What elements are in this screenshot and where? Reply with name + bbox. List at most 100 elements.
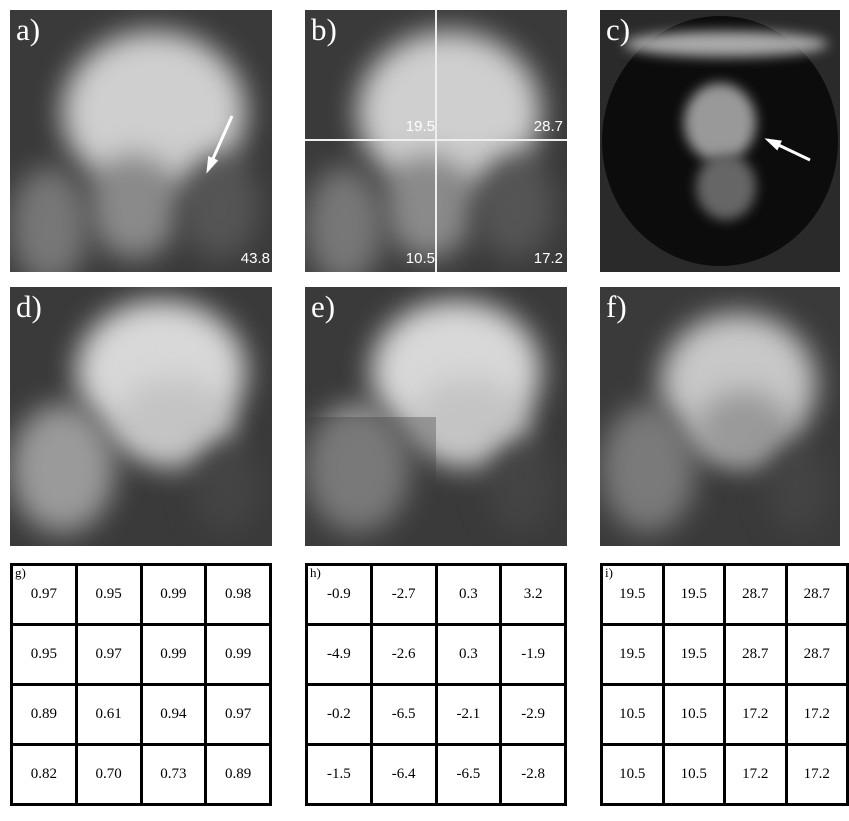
cell-value: 0.98: [225, 586, 251, 602]
cell-value: -4.9: [327, 646, 351, 662]
cell-value: -1.9: [521, 646, 545, 662]
cell-value: 0.73: [160, 766, 186, 782]
cell-value: 10.5: [681, 706, 707, 722]
image-texture: [488, 442, 554, 533]
table-cell: -6.5: [436, 745, 501, 805]
table-row: 19.519.528.728.7: [602, 625, 848, 685]
table-cell: 28.7: [786, 625, 848, 685]
cell-value: 0.97: [31, 586, 57, 602]
table-label: i): [605, 566, 613, 579]
cell-value: 28.7: [742, 586, 768, 602]
table-cell: 28.7: [786, 565, 848, 625]
overlay-value: 43.8: [220, 250, 270, 267]
panel-label: e): [311, 289, 335, 325]
image-panel: f): [600, 287, 840, 546]
table-cell: 28.7: [725, 625, 787, 685]
image-panel: a)43.8: [10, 10, 272, 272]
arrow: [10, 10, 272, 272]
table-row: 10.5 10.5 17.2 17.2: [602, 685, 848, 745]
table-cell: 0.3: [436, 625, 501, 685]
image-texture: [193, 442, 259, 533]
cell-value: 0.3: [459, 646, 478, 662]
panel-label: c): [606, 12, 630, 48]
overlay-value: 28.7: [513, 118, 563, 135]
image-texture: [768, 442, 828, 533]
table-cell: 19.5: [602, 625, 664, 685]
cell-value: 10.5: [681, 766, 707, 782]
cell-value: 0.61: [96, 706, 122, 722]
table-cell: 17.2: [725, 685, 787, 745]
cell-value: -2.1: [457, 706, 481, 722]
table-row: h)-0.9-2.70.33.2: [307, 565, 566, 625]
cell-value: -6.4: [392, 766, 416, 782]
table-body: h)-0.9-2.70.33.2-4.9-2.60.3-1.9-0.2-6.5-…: [307, 565, 566, 805]
cell-value: 28.7: [804, 586, 830, 602]
cell-value: 0.97: [225, 706, 251, 722]
table-cell: 17.2: [786, 685, 848, 745]
cell-value: -2.6: [392, 646, 416, 662]
table-cell: -1.9: [501, 625, 566, 685]
value-table: h)-0.9-2.70.33.2-4.9-2.60.3-1.9-0.2-6.5-…: [305, 563, 567, 806]
table-cell: 17.2: [786, 745, 848, 805]
table-cell: 10.5: [602, 745, 664, 805]
arrow: [600, 10, 840, 272]
cell-value: 0.99: [160, 646, 186, 662]
table-cell: 0.97: [206, 685, 271, 745]
crosshair: [435, 10, 437, 272]
cell-value: -2.8: [521, 766, 545, 782]
cell-value: -2.9: [521, 706, 545, 722]
cell-value: 0.82: [31, 766, 57, 782]
cell-value: 19.5: [681, 586, 707, 602]
figure: a)43.8b)19.528.710.517.2c)d)e)f)g)0.970.…: [0, 0, 849, 821]
table-cell: 0.99: [206, 625, 271, 685]
cell-value: 0.89: [225, 766, 251, 782]
cell-value: 0.99: [225, 646, 251, 662]
image-panel: c): [600, 10, 840, 272]
table-row: -4.9 -2.6 0.3 -1.9: [307, 625, 566, 685]
cell-value: 17.2: [742, 706, 768, 722]
cell-value: -6.5: [392, 706, 416, 722]
image-texture: [384, 154, 476, 259]
image-panel: b)19.528.710.517.2: [305, 10, 567, 272]
cell-value: 17.2: [804, 706, 830, 722]
table-row: -0.2-6.5-2.1-2.9: [307, 685, 566, 745]
table-body: g)0.970.950.990.980.950.970.990.990.890.…: [12, 565, 271, 805]
table-cell: -2.1: [436, 685, 501, 745]
image-texture: [305, 417, 436, 547]
cell-value: 0.97: [96, 646, 122, 662]
cell-value: 0.99: [160, 586, 186, 602]
crosshair: [305, 139, 567, 141]
table-cell: 0.61: [76, 685, 141, 745]
image-texture: [305, 167, 384, 272]
table-cell: 0.82: [12, 745, 77, 805]
table-cell: 0.95: [12, 625, 77, 685]
panel-label: d): [16, 289, 42, 325]
cell-value: 3.2: [524, 586, 543, 602]
cell-value: 19.5: [619, 646, 645, 662]
table-cell: 17.2: [725, 745, 787, 805]
cell-value: 17.2: [804, 766, 830, 782]
table-cell: 0.99: [141, 625, 206, 685]
table-cell: 10.5: [663, 685, 725, 745]
cell-value: 0.95: [31, 646, 57, 662]
table-cell: 0.94: [141, 685, 206, 745]
table-cell: 10.5: [602, 685, 664, 745]
table-cell: 0.73: [141, 745, 206, 805]
panel-label: f): [606, 289, 627, 325]
table-cell: 0.70: [76, 745, 141, 805]
table-cell: 19.5: [663, 625, 725, 685]
overlay-value: 17.2: [513, 250, 563, 267]
cell-value: 10.5: [619, 766, 645, 782]
table-cell: 0.98: [206, 565, 271, 625]
cell-value: -0.9: [327, 586, 351, 602]
cell-value: 0.95: [96, 586, 122, 602]
cell-value: 0.94: [160, 706, 186, 722]
table-cell: 0.97: [76, 625, 141, 685]
table-cell: -6.5: [371, 685, 436, 745]
image-panel: d): [10, 287, 272, 546]
table-cell: -2.6: [371, 625, 436, 685]
cell-value: 0.70: [96, 766, 122, 782]
